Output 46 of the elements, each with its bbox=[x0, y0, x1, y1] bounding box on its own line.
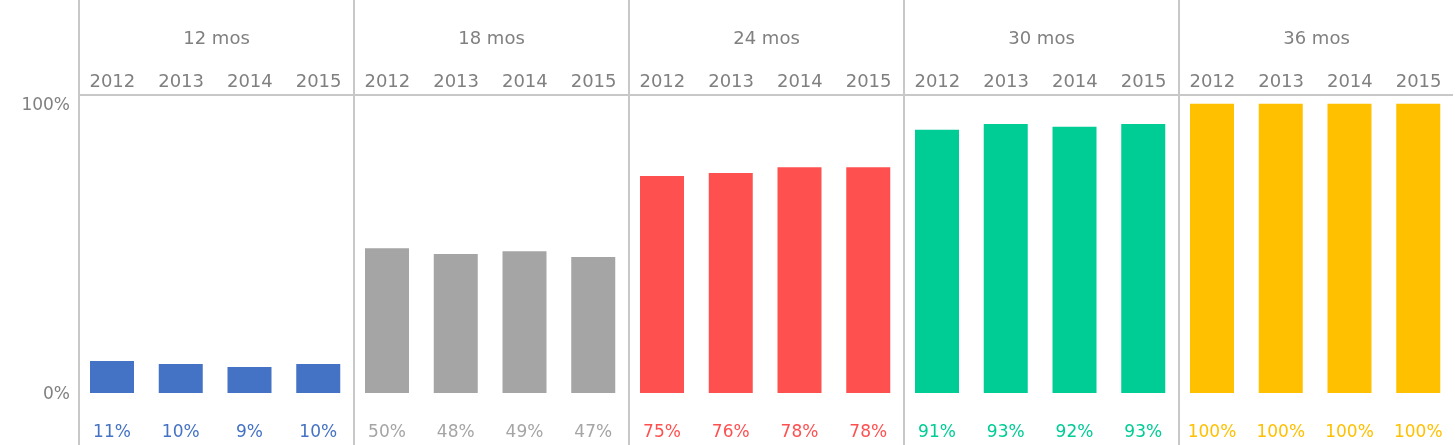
data-label: 78% bbox=[849, 421, 888, 441]
x-tick-label: 2014 bbox=[501, 70, 548, 91]
x-tick-label: 2015 bbox=[1120, 70, 1167, 91]
data-label: 48% bbox=[436, 421, 475, 441]
data-label: 100% bbox=[1256, 421, 1306, 441]
data-label: 49% bbox=[505, 421, 544, 441]
data-label: 92% bbox=[1055, 421, 1094, 441]
data-label: 91% bbox=[918, 421, 956, 441]
data-label: 9% bbox=[236, 421, 263, 441]
x-tick-label: 2012 bbox=[364, 70, 411, 91]
x-tick-label: 2013 bbox=[433, 70, 480, 91]
x-tick-label: 2013 bbox=[708, 70, 755, 91]
data-label: 93% bbox=[986, 421, 1025, 441]
x-tick-label: 2015 bbox=[845, 70, 892, 91]
data-label: 100% bbox=[1393, 421, 1443, 441]
data-label: 50% bbox=[368, 421, 406, 441]
chart-title: 12 mos bbox=[78, 0, 353, 55]
chart-title: 18 mos bbox=[353, 0, 628, 55]
data-label: 100% bbox=[1187, 421, 1237, 441]
x-tick-label: 2013 bbox=[983, 70, 1030, 91]
x-tick-label: 2014 bbox=[226, 70, 273, 91]
data-label: 10% bbox=[299, 421, 338, 441]
data-label: 100% bbox=[1325, 421, 1374, 441]
x-tick-label: 2014 bbox=[1326, 70, 1373, 91]
x-tick-label: 2013 bbox=[158, 70, 205, 91]
data-label: 93% bbox=[1124, 421, 1163, 441]
x-tick-label: 2014 bbox=[776, 70, 823, 91]
chart-title: 36 mos bbox=[1178, 0, 1453, 55]
x-tick-label: 2015 bbox=[295, 70, 342, 91]
x-tick-label: 2012 bbox=[914, 70, 961, 91]
x-tick-label: 2015 bbox=[1395, 70, 1442, 91]
chart-title: 30 mos bbox=[903, 0, 1178, 55]
data-label: 76% bbox=[711, 421, 750, 441]
x-tick-label: 2014 bbox=[1051, 70, 1098, 91]
data-label: 78% bbox=[780, 421, 819, 441]
x-tick-label: 2015 bbox=[570, 70, 617, 91]
x-tick-label: 2012 bbox=[1189, 70, 1236, 91]
data-label: 75% bbox=[643, 421, 681, 441]
x-tick-label: 2013 bbox=[1258, 70, 1305, 91]
data-label: 10% bbox=[161, 421, 200, 441]
y-tick-label: 0% bbox=[43, 382, 70, 403]
chart-title: 24 mos bbox=[628, 0, 903, 55]
x-tick-label: 2012 bbox=[639, 70, 686, 91]
data-label: 47% bbox=[574, 421, 613, 441]
data-label: 11% bbox=[93, 421, 131, 441]
x-tick-label: 2012 bbox=[89, 70, 136, 91]
